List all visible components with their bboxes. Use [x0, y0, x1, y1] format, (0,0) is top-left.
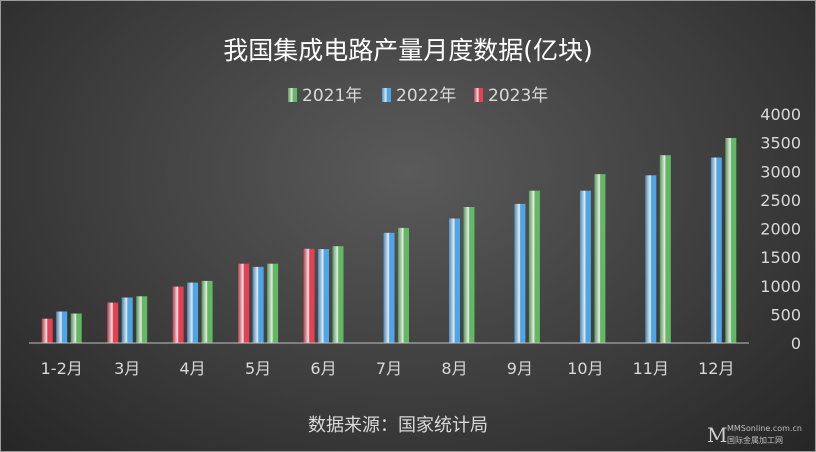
x-tick-label: 5月	[245, 359, 271, 378]
y-tick-label: 3500	[760, 134, 801, 153]
watermark-logo: M	[707, 423, 727, 447]
legend-label-2023: 2023年	[488, 86, 548, 106]
bar-2022-1	[121, 297, 133, 343]
bar-2022-0	[56, 311, 68, 343]
legend-label-2022: 2022年	[396, 86, 456, 106]
x-tick-label: 8月	[441, 359, 467, 378]
bar-2022-6	[449, 218, 460, 343]
x-tick-label: 10月	[567, 359, 603, 378]
bar-2022-8	[579, 190, 591, 343]
y-tick-label: 1500	[760, 248, 801, 267]
x-tick-label: 6月	[310, 359, 336, 378]
bars-group	[41, 138, 737, 343]
bar-2022-4	[318, 249, 329, 343]
bar-2021-2	[201, 280, 213, 343]
bar-2021-10	[725, 138, 737, 343]
legend-swatch-2023	[474, 88, 483, 102]
watermark-name: 国际金属加工网	[727, 435, 783, 445]
legend-label-2021: 2021年	[302, 86, 362, 106]
y-tick-label: 0	[791, 334, 801, 353]
y-tick-label: 3000	[760, 162, 801, 181]
bar-2023-2	[172, 286, 184, 343]
bar-2023-0	[41, 318, 53, 343]
y-tick-labels: 0 500 1000 1500 2000 2500 3000 3500 4000	[760, 105, 801, 353]
x-tick-label: 9月	[507, 359, 533, 378]
chart-title: 我国集成电路产量月度数据(亿块)	[223, 36, 593, 65]
x-tick-label: 12月	[698, 359, 734, 378]
legend-swatch-2021	[288, 88, 297, 102]
x-tick-label: 11月	[633, 359, 669, 378]
x-tick-label: 1-2月	[41, 359, 83, 378]
x-tick-label: 4月	[180, 359, 206, 378]
bar-2021-6	[463, 207, 475, 343]
y-tick-label: 2500	[760, 191, 801, 210]
bar-2021-1	[136, 296, 148, 343]
bar-2022-3	[252, 266, 264, 343]
bar-2021-3	[267, 263, 279, 343]
bar-2022-5	[383, 232, 395, 343]
bar-2021-9	[659, 155, 671, 343]
bar-2021-5	[398, 227, 409, 343]
x-tick-label: 7月	[376, 359, 402, 378]
y-tick-label: 4000	[760, 105, 801, 124]
bar-2022-2	[187, 282, 199, 343]
bar-2021-4	[332, 246, 344, 343]
bar-2023-1	[107, 302, 119, 343]
y-tick-label: 500	[770, 305, 801, 324]
x-tick-labels: 1-2月 3月 4月 5月 6月 7月 8月 9月 10月 11月 12月	[41, 359, 735, 378]
bar-2022-10	[710, 157, 722, 343]
legend-swatch-2022	[382, 88, 391, 102]
bar-2021-0	[70, 313, 82, 343]
watermark-site: MMSonline.com.cn	[727, 424, 802, 433]
bar-2022-9	[645, 175, 657, 343]
bar-2022-7	[514, 203, 526, 343]
y-tick-label: 2000	[760, 220, 801, 239]
bar-2021-7	[528, 190, 540, 343]
x-tick-label: 3月	[114, 359, 140, 378]
watermark: M MMSonline.com.cn 国际金属加工网	[707, 423, 802, 447]
y-tick-label: 1000	[760, 277, 801, 296]
legend: 2021年 2022年 2023年	[288, 86, 548, 106]
bar-2023-4	[303, 248, 315, 343]
bar-2021-8	[594, 174, 606, 343]
source-note: 数据来源：国家统计局	[308, 415, 488, 436]
bar-2023-3	[238, 263, 250, 343]
